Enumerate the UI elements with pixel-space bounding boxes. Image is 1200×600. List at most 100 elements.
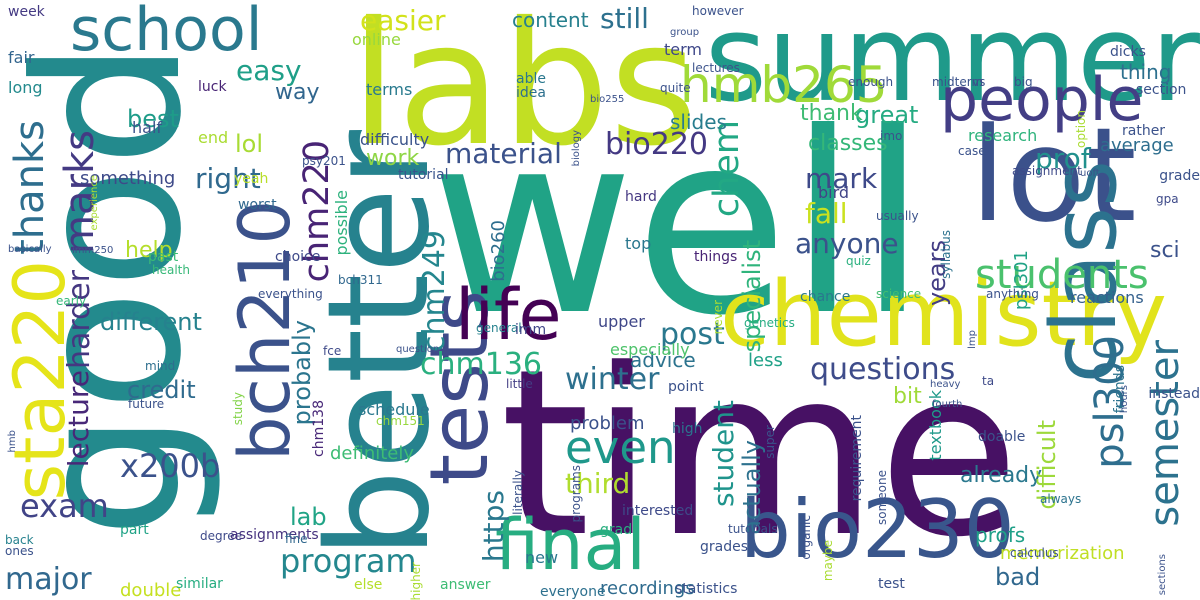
- cloud-word: gpa: [1156, 192, 1179, 206]
- cloud-word: similar: [176, 576, 223, 592]
- cloud-word: labs: [350, 0, 698, 184]
- cloud-word: long: [8, 78, 43, 97]
- cloud-word: however: [692, 4, 744, 18]
- cloud-word: organic: [799, 515, 813, 560]
- cloud-word: doable: [978, 429, 1026, 445]
- cloud-word: new: [525, 548, 559, 567]
- cloud-word: little: [506, 377, 533, 391]
- cloud-word: past: [148, 249, 179, 265]
- cloud-word: fourth: [932, 399, 963, 410]
- cloud-word: half: [132, 118, 163, 137]
- cloud-word: research: [968, 126, 1038, 145]
- cloud-word: work: [366, 146, 420, 171]
- cloud-word: interested: [622, 503, 694, 519]
- cloud-word: credit: [127, 376, 196, 404]
- cloud-word: easier: [360, 4, 446, 37]
- cloud-word: imo: [880, 129, 903, 143]
- cloud-word: final: [495, 504, 646, 586]
- cloud-word: super: [763, 425, 777, 459]
- cloud-word: assignment: [1012, 164, 1082, 178]
- cloud-word: sci: [1150, 238, 1180, 263]
- cloud-word: major: [5, 562, 92, 597]
- cloud-word: lectures: [692, 61, 740, 75]
- cloud-word: group: [670, 27, 700, 38]
- cloud-word: people: [940, 65, 1144, 135]
- cloud-word: hard: [625, 189, 657, 205]
- cloud-word: genetics: [744, 316, 795, 330]
- cloud-word: yeah: [234, 171, 269, 187]
- cloud-word: definitely: [330, 443, 415, 464]
- cloud-word: point: [668, 379, 704, 395]
- cloud-word: midterm: [932, 75, 984, 89]
- cloud-word: questions: [810, 352, 956, 387]
- cloud-word: even: [565, 421, 676, 474]
- cloud-word: assignments: [230, 527, 319, 543]
- cloud-word: everyone: [540, 584, 606, 600]
- cloud-word: grades: [700, 539, 749, 555]
- cloud-word: problem: [570, 413, 645, 434]
- cloud-word: luck: [198, 79, 227, 95]
- cloud-word: hours: [1119, 385, 1130, 414]
- cloud-word: time: [500, 321, 1020, 588]
- cloud-word: difficulty: [360, 130, 430, 149]
- cloud-word: quiz: [846, 254, 871, 268]
- cloud-word: option: [1074, 110, 1088, 148]
- cloud-word: material: [445, 137, 562, 170]
- cloud-word: easy: [236, 54, 302, 87]
- cloud-word: bad: [995, 563, 1041, 591]
- cloud-word: fall: [805, 197, 848, 230]
- cloud-word: lol: [235, 130, 264, 158]
- cloud-word: else: [354, 577, 383, 593]
- cloud-word: content: [512, 8, 589, 32]
- cloud-word: slides: [670, 110, 727, 134]
- cloud-word: psl301: [1011, 250, 1032, 311]
- cloud-word: vs: [972, 75, 986, 89]
- cloud-word: bio230: [740, 483, 1015, 576]
- cloud-word: ta: [982, 374, 995, 388]
- cloud-word: answer: [440, 577, 491, 593]
- cloud-word: third: [565, 467, 631, 500]
- cloud-word: lecture: [62, 370, 95, 468]
- cloud-word: online: [352, 30, 401, 49]
- cloud-word: help: [125, 238, 173, 263]
- cloud-word: early: [56, 294, 87, 308]
- cloud-word: test: [878, 576, 905, 592]
- cloud-word: school: [70, 0, 263, 65]
- cloud-word: harder: [62, 270, 97, 370]
- cloud-word: science: [876, 287, 922, 301]
- cloud-word: term: [664, 40, 702, 59]
- cloud-word: section: [1136, 82, 1187, 98]
- cloud-word: uoft: [1080, 168, 1100, 179]
- cloud-word: part: [120, 522, 149, 538]
- cloud-word: post: [660, 317, 725, 352]
- cloud-word: especially: [610, 340, 690, 359]
- cloud-word: statistics: [675, 581, 738, 597]
- cloud-word: always: [1040, 492, 1082, 506]
- cloud-word: students: [975, 252, 1149, 298]
- cloud-word: fair: [8, 48, 35, 67]
- cloud-word: choice: [275, 249, 321, 265]
- cloud-word: instead: [1148, 386, 1200, 402]
- cloud-word: syllabus: [939, 230, 953, 279]
- cloud-word: summer: [704, 0, 1200, 129]
- cloud-word: way: [275, 80, 320, 105]
- cloud-word: double: [120, 580, 182, 600]
- cloud-word: recordings: [600, 578, 695, 599]
- cloud-word: specialist: [738, 240, 766, 353]
- cloud-word: lot: [970, 99, 1137, 251]
- cloud-word: chm138: [311, 400, 327, 457]
- cloud-word: quite: [660, 81, 691, 95]
- cloud-word: bio255: [590, 94, 625, 105]
- cloud-word: exam: [20, 487, 109, 525]
- cloud-word: calculus: [1010, 546, 1059, 560]
- cloud-word: anyone: [795, 227, 899, 260]
- cloud-word: student: [707, 400, 740, 508]
- cloud-word: case: [958, 144, 986, 158]
- cloud-word: able: [516, 71, 546, 87]
- cloud-word: bird: [818, 183, 850, 202]
- cloud-word: average: [1100, 135, 1174, 156]
- cloud-word: week: [8, 4, 45, 20]
- cloud-word: imm250: [72, 245, 114, 256]
- cloud-word: already: [960, 463, 1043, 488]
- cloud-word: someone: [875, 470, 889, 525]
